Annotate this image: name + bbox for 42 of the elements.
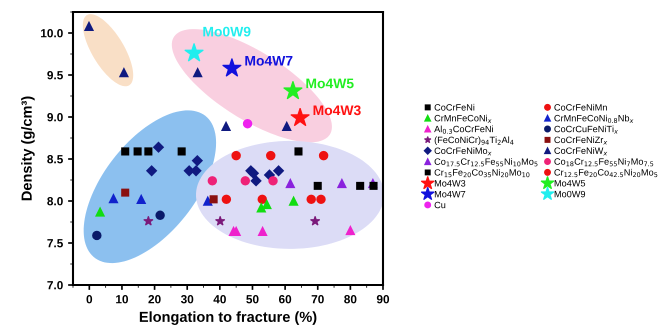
legend-label: Mo4W3	[434, 180, 466, 187]
x-tick-label: 10	[116, 295, 128, 304]
x-tick-label: 80	[344, 295, 356, 304]
legend-label: Mo4W7	[434, 191, 466, 198]
legend-label: CoCrCuFeNiTi$_{x}$	[554, 126, 618, 134]
legend-label: (FeCoNiCr)$_{94}$Ti$_{2}$Al$_{4}$	[434, 136, 514, 145]
y-tick-label: 9.0	[47, 113, 63, 122]
legend-label: Mo4W5	[554, 180, 586, 186]
text: Cr$_{12.5}$Fe$_{20}$Co$_{42.5}$Ni$_{20}$Mo$_{5}$	[554, 168, 658, 178]
legend-label: CoCrFeNiMo$_{x}$	[434, 147, 492, 156]
legend-label: CrMnFeCoNi$_{0.8}$Nb$_{x}$	[554, 114, 634, 123]
annotation: Mo4W5	[306, 78, 354, 88]
annotation: Mo4W3	[314, 105, 361, 116]
y-axis-title: Density (g/cm³)	[21, 96, 35, 200]
legend-label: CoCrFeNiMn	[554, 104, 607, 111]
x-tick-label: 0	[86, 295, 92, 304]
y-tick-label: 10.0	[41, 29, 63, 38]
annotation: Mo4W7	[245, 56, 292, 66]
y-tick-label: 9.5	[47, 71, 63, 80]
y-tick-label: 7.0	[47, 281, 63, 290]
x-tick-label: 20	[148, 295, 161, 304]
y-tick-label: 7.5	[47, 239, 63, 248]
legend-label: CoCrFeNi	[434, 104, 474, 111]
y-tick-label: 8.0	[47, 197, 63, 206]
text: Co$_{17.5}$Cr$_{12.5}$Fe$_{55}$Ni$_{10}$Mo$_{5}$	[434, 158, 538, 166]
x-tick-label: 50	[246, 295, 259, 304]
x-tick-label: 40	[213, 295, 226, 304]
legend-label: CrMnFeCoNi$_{x}$	[434, 114, 492, 123]
x-tick-label: 90	[376, 295, 390, 304]
text: Cr$_{15}$Fe$_{20}$Co$_{35}$Ni$_{20}$Mo$_{10}$	[434, 168, 530, 178]
legend-label: CoCrFeNiW$_{x}$	[554, 147, 608, 156]
legend-label: Al$_{0.3}$CoCrFeNi	[434, 126, 493, 134]
legend-label: CoCrFeNiZr$_{x}$	[554, 136, 608, 145]
x-tick-label: 30	[180, 295, 194, 304]
annotation: Mo0W9	[203, 26, 250, 37]
y-tick-label: 8.5	[47, 155, 63, 164]
legend-label: Mo0W9	[554, 190, 586, 198]
text: Co$_{18}$Cr$_{12.5}$Fe$_{55}$Ni$_{7}$Mo$_{7.5}$	[554, 158, 654, 166]
x-axis-title: Elongation to fracture (%)	[140, 311, 316, 325]
legend-label: Cu	[434, 202, 446, 208]
x-tick-label: 70	[312, 295, 324, 304]
x-tick-label: 60	[278, 295, 292, 304]
